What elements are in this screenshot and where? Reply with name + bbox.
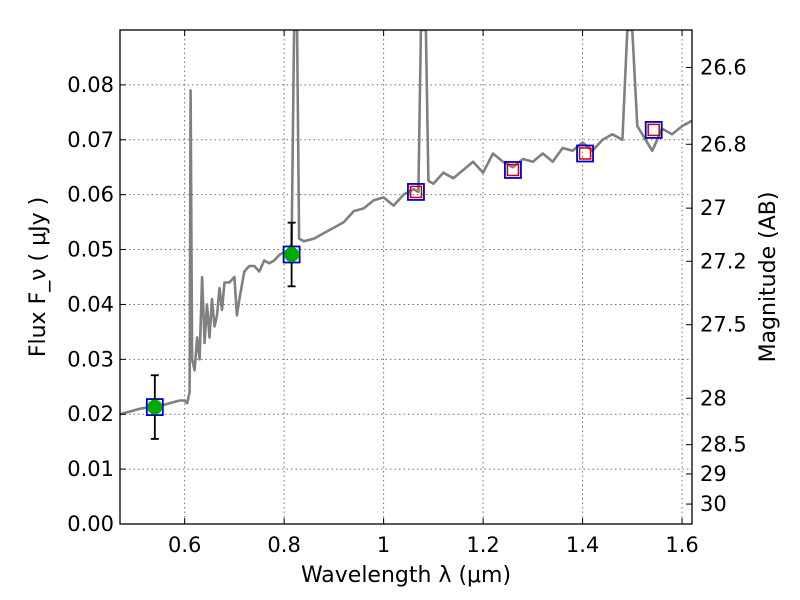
mag-tick-label: 30 bbox=[700, 492, 727, 516]
x-tick-label: 1.2 bbox=[466, 533, 499, 557]
plot-frame bbox=[119, 29, 693, 525]
mag-ticks: 26.6 26.8 27 27.2 27.5 28 28.5 29 30 bbox=[686, 55, 747, 516]
upper-limit-box bbox=[409, 185, 423, 199]
x-tick-label: 0.6 bbox=[168, 533, 201, 557]
x-axis-label: Wavelength λ (μm) bbox=[301, 563, 511, 588]
spectrum-line bbox=[120, 30, 692, 416]
y-tick-label: 0.01 bbox=[67, 457, 114, 481]
y-ticks: 0.00 0.01 0.02 0.03 0.04 0.05 0.06 0.07 0.08 bbox=[67, 73, 126, 536]
y-tick-label: 0.07 bbox=[67, 128, 114, 152]
model-box bbox=[407, 183, 425, 201]
mag-tick-label: 29 bbox=[700, 462, 727, 486]
y-tick-label: 0.04 bbox=[67, 292, 114, 316]
y-tick-label: 0.06 bbox=[67, 183, 114, 207]
right-axis-label: Magnitude (AB) bbox=[756, 192, 781, 363]
x-tick-label: 1.6 bbox=[665, 533, 698, 557]
model-points bbox=[145, 120, 663, 416]
mag-tick-label: 28.5 bbox=[700, 433, 747, 457]
x-tick-label: 1 bbox=[377, 533, 390, 557]
x-tick-label: 0.8 bbox=[267, 533, 300, 557]
upper-limit-points bbox=[409, 123, 660, 199]
x-tick-label: 1.4 bbox=[566, 533, 599, 557]
y-tick-label: 0.03 bbox=[67, 347, 114, 371]
observed-points bbox=[147, 221, 300, 440]
mag-tick-label: 26.8 bbox=[700, 132, 747, 156]
model-box bbox=[504, 161, 522, 179]
observed-point bbox=[147, 399, 163, 415]
model-box bbox=[644, 120, 663, 139]
x-ticks: 0.6 0.8 1 1.2 1.4 1.6 bbox=[168, 30, 699, 557]
mag-tick-label: 27.5 bbox=[700, 313, 747, 337]
y-axis-label: Flux F_ν ( μJy ) bbox=[26, 197, 51, 357]
y-tick-label: 0.05 bbox=[67, 238, 114, 262]
y-tick-label: 0.02 bbox=[67, 402, 114, 426]
y-tick-label: 0.00 bbox=[67, 512, 114, 536]
mag-tick-label: 26.6 bbox=[700, 55, 747, 79]
y-tick-label: 0.08 bbox=[67, 73, 114, 97]
grid bbox=[120, 30, 692, 524]
mag-tick-label: 27.2 bbox=[700, 249, 747, 273]
upper-limit-box bbox=[506, 163, 520, 177]
observed-point bbox=[284, 246, 300, 262]
upper-limit-box bbox=[647, 123, 660, 137]
mag-tick-label: 28 bbox=[700, 386, 727, 410]
model-box bbox=[576, 144, 594, 163]
upper-limit-box bbox=[578, 147, 592, 160]
mag-tick-label: 27 bbox=[700, 196, 727, 220]
spectrum-series bbox=[120, 30, 692, 416]
